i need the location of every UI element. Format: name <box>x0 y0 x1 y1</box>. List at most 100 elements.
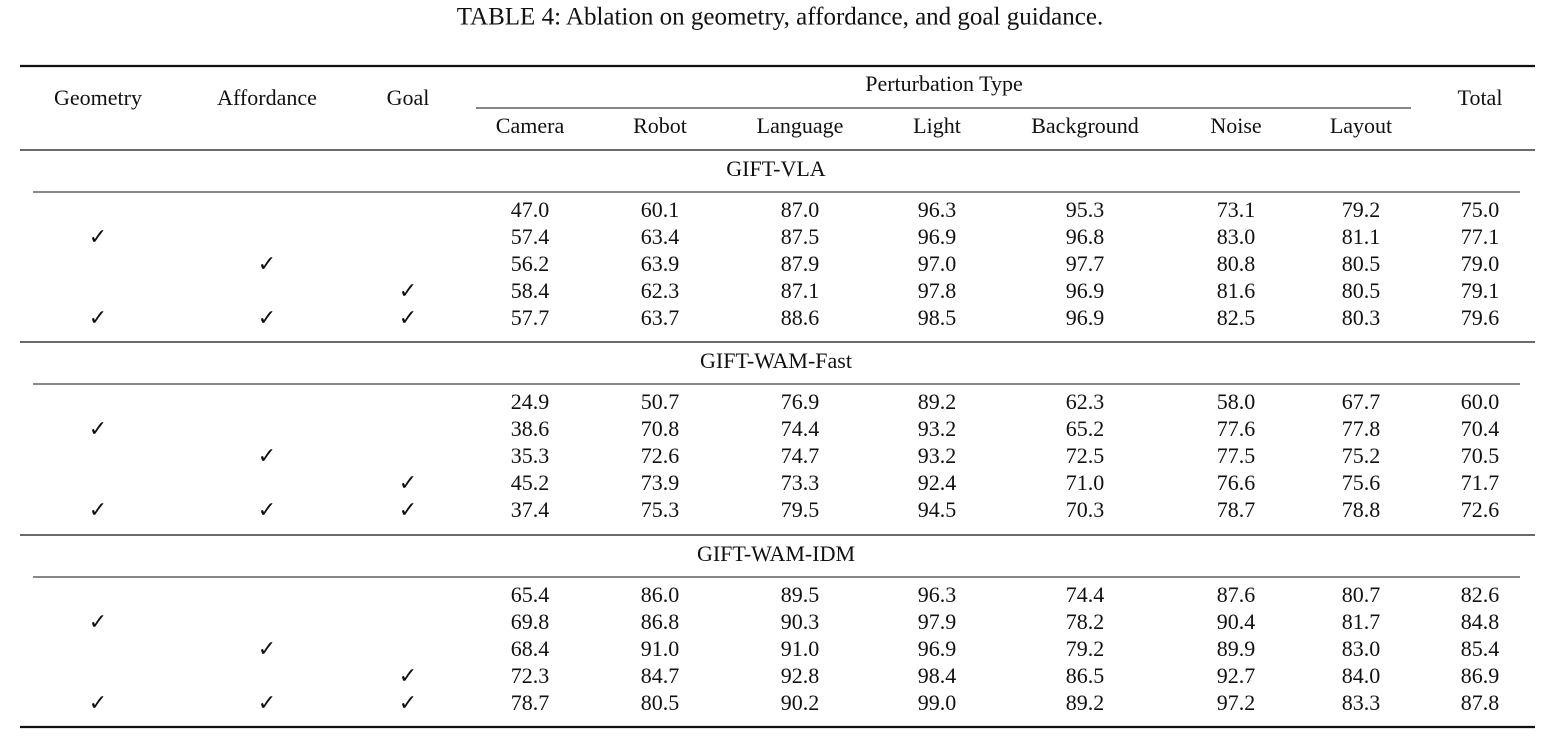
cell-value: 86.5 <box>1066 663 1105 688</box>
column-header: Language <box>757 113 844 138</box>
cell-value: 79.1 <box>1461 278 1500 303</box>
cell-value: 88.6 <box>781 305 820 330</box>
cell-value: 99.0 <box>918 690 957 715</box>
cell-value: 96.8 <box>1066 224 1105 249</box>
check-mark: ✓ <box>399 470 417 495</box>
cell-value: 80.5 <box>641 690 680 715</box>
cell-value: 91.0 <box>781 636 820 661</box>
cell-value: 79.2 <box>1342 197 1381 222</box>
column-header: Layout <box>1330 113 1392 138</box>
check-mark: ✓ <box>258 690 276 715</box>
check-mark: ✓ <box>89 690 107 715</box>
cell-value: 79.0 <box>1461 251 1500 276</box>
column-header: Geometry <box>54 85 142 110</box>
cell-value: 80.5 <box>1342 278 1381 303</box>
cell-value: 56.2 <box>511 251 550 276</box>
section-label: GIFT-WAM-IDM <box>697 541 855 566</box>
cell-value: 90.4 <box>1217 609 1256 634</box>
cell-value: 73.3 <box>781 470 820 495</box>
cell-value: 74.4 <box>1066 582 1105 607</box>
check-mark: ✓ <box>258 636 276 661</box>
cell-value: 90.2 <box>781 690 820 715</box>
cell-value: 72.6 <box>1461 497 1500 522</box>
cell-value: 81.1 <box>1342 224 1381 249</box>
cell-value: 96.9 <box>918 636 957 661</box>
cell-value: 71.0 <box>1066 470 1105 495</box>
cell-value: 78.7 <box>511 690 550 715</box>
cell-value: 38.6 <box>511 416 550 441</box>
cell-value: 83.0 <box>1342 636 1381 661</box>
cell-value: 80.5 <box>1342 251 1381 276</box>
column-header: Background <box>1031 113 1139 138</box>
cell-value: 92.8 <box>781 663 820 688</box>
cell-value: 92.4 <box>918 470 957 495</box>
column-header: Robot <box>633 113 687 138</box>
cell-value: 81.6 <box>1217 278 1256 303</box>
cell-value: 60.1 <box>641 197 680 222</box>
check-mark: ✓ <box>89 305 107 330</box>
cell-value: 80.8 <box>1217 251 1256 276</box>
cell-value: 75.0 <box>1461 197 1500 222</box>
check-mark: ✓ <box>89 224 107 249</box>
cell-value: 60.0 <box>1461 389 1500 414</box>
cell-value: 85.4 <box>1461 636 1500 661</box>
cell-value: 87.6 <box>1217 582 1256 607</box>
cell-value: 83.3 <box>1342 690 1381 715</box>
cell-value: 67.7 <box>1342 389 1381 414</box>
cell-value: 74.4 <box>781 416 820 441</box>
cell-value: 24.9 <box>511 389 550 414</box>
cell-value: 62.3 <box>1066 389 1105 414</box>
section-label: GIFT-WAM-Fast <box>700 348 852 373</box>
cell-value: 65.2 <box>1066 416 1105 441</box>
cell-value: 65.4 <box>511 582 550 607</box>
column-header: Goal <box>387 85 430 110</box>
section-label: GIFT-VLA <box>726 156 826 181</box>
cell-value: 74.7 <box>781 443 820 468</box>
cell-value: 62.3 <box>641 278 680 303</box>
cell-value: 72.5 <box>1066 443 1105 468</box>
cell-value: 84.0 <box>1342 663 1381 688</box>
cell-value: 96.9 <box>1066 278 1105 303</box>
cell-value: 63.7 <box>641 305 680 330</box>
cell-value: 76.6 <box>1217 470 1256 495</box>
cell-value: 87.1 <box>781 278 820 303</box>
cell-value: 86.8 <box>641 609 680 634</box>
cell-value: 70.4 <box>1461 416 1500 441</box>
column-header: Affordance <box>217 85 317 110</box>
cell-value: 77.5 <box>1217 443 1256 468</box>
check-mark: ✓ <box>258 443 276 468</box>
cell-value: 70.3 <box>1066 497 1105 522</box>
cell-value: 87.8 <box>1461 690 1500 715</box>
cell-value: 86.0 <box>641 582 680 607</box>
table-title: TABLE 4: Ablation on geometry, affordanc… <box>457 4 1103 31</box>
cell-value: 58.4 <box>511 278 550 303</box>
check-mark: ✓ <box>399 663 417 688</box>
cell-value: 98.5 <box>918 305 957 330</box>
cell-value: 77.8 <box>1342 416 1381 441</box>
check-mark: ✓ <box>89 497 107 522</box>
cell-value: 83.0 <box>1217 224 1256 249</box>
cell-value: 75.2 <box>1342 443 1381 468</box>
check-mark: ✓ <box>399 278 417 303</box>
cell-value: 37.4 <box>511 497 550 522</box>
cell-value: 89.2 <box>918 389 957 414</box>
cell-value: 57.4 <box>511 224 550 249</box>
cell-value: 47.0 <box>511 197 550 222</box>
cell-value: 92.7 <box>1217 663 1256 688</box>
cell-value: 35.3 <box>511 443 550 468</box>
check-mark: ✓ <box>399 305 417 330</box>
check-mark: ✓ <box>399 690 417 715</box>
cell-value: 63.4 <box>641 224 680 249</box>
cell-value: 77.6 <box>1217 416 1256 441</box>
cell-value: 87.5 <box>781 224 820 249</box>
cell-value: 91.0 <box>641 636 680 661</box>
cell-value: 82.6 <box>1461 582 1500 607</box>
column-header: Camera <box>496 113 565 138</box>
cell-value: 81.7 <box>1342 609 1381 634</box>
cell-value: 98.4 <box>918 663 957 688</box>
cell-value: 72.6 <box>641 443 680 468</box>
cell-value: 87.9 <box>781 251 820 276</box>
cell-value: 70.8 <box>641 416 680 441</box>
cell-value: 75.3 <box>641 497 680 522</box>
cell-value: 79.6 <box>1461 305 1500 330</box>
